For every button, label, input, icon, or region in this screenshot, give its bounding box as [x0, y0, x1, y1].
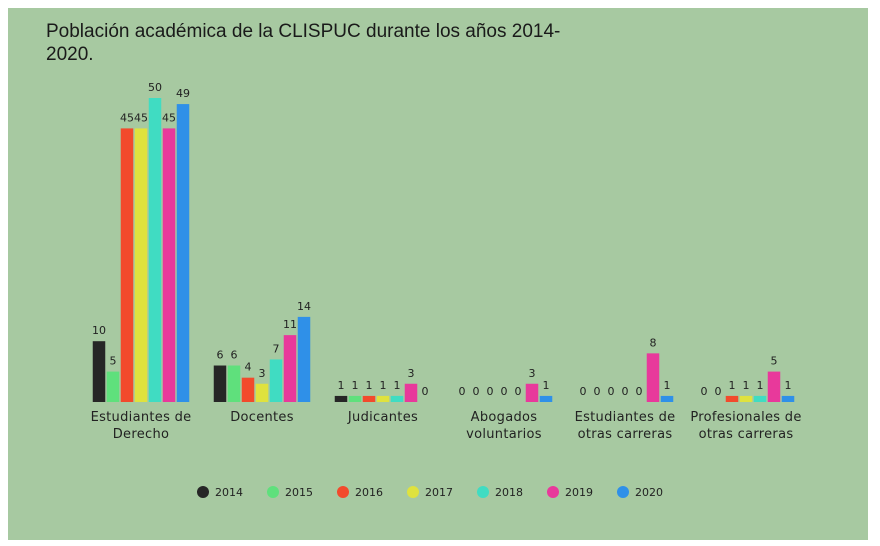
x-tick-label: Estudiantes de otras carreras — [574, 410, 676, 442]
bar — [390, 395, 404, 402]
value-label: 0 — [580, 385, 587, 398]
value-label: 0 — [515, 385, 522, 398]
x-tick-label: Abogados voluntarios — [466, 410, 542, 442]
legend-swatch — [617, 486, 629, 498]
value-label: 0 — [594, 385, 601, 398]
x-tick-label: Estudiantes de Derecho — [90, 410, 192, 442]
value-label: 1 — [743, 379, 750, 392]
value-label: 3 — [259, 367, 266, 380]
value-label: 10 — [92, 324, 106, 337]
value-label: 0 — [622, 385, 629, 398]
value-label: 50 — [148, 81, 162, 94]
legend-label: 2015 — [285, 486, 313, 499]
bar — [255, 383, 269, 402]
value-label: 3 — [408, 367, 415, 380]
bar — [376, 395, 390, 402]
value-label: 1 — [352, 379, 359, 392]
value-label: 8 — [650, 336, 657, 349]
legend-label: 2016 — [355, 486, 383, 499]
bar — [213, 365, 227, 402]
value-label: 45 — [162, 111, 176, 124]
legend-swatch — [407, 486, 419, 498]
bar — [767, 371, 781, 402]
value-label: 0 — [636, 385, 643, 398]
value-label: 0 — [459, 385, 466, 398]
bar — [227, 365, 241, 402]
value-label: 1 — [338, 379, 345, 392]
value-label: 6 — [231, 349, 238, 362]
bar — [725, 395, 739, 402]
legend-swatch — [477, 486, 489, 498]
value-label: 5 — [110, 355, 117, 368]
value-label: 4 — [245, 361, 252, 374]
x-tick-label: Profesionales de otras carreras — [690, 410, 802, 442]
x-tick-label: Judicantes — [347, 410, 419, 425]
bar — [362, 395, 376, 402]
legend-label: 2020 — [635, 486, 663, 499]
legend-swatch — [197, 486, 209, 498]
bar — [120, 128, 134, 402]
bar — [269, 359, 283, 402]
legend-label: 2014 — [215, 486, 243, 499]
bar — [134, 128, 148, 402]
value-label: 5 — [771, 355, 778, 368]
value-label: 0 — [487, 385, 494, 398]
bar — [539, 395, 553, 402]
bar — [753, 395, 767, 402]
value-label: 1 — [543, 379, 550, 392]
bar — [348, 395, 362, 402]
value-label: 6 — [217, 349, 224, 362]
bar — [283, 335, 297, 402]
bar — [404, 383, 418, 402]
legend-label: 2019 — [565, 486, 593, 499]
value-label: 0 — [501, 385, 508, 398]
legend-label: 2018 — [495, 486, 523, 499]
bar — [646, 353, 660, 402]
bar — [241, 377, 255, 402]
value-label: 1 — [664, 379, 671, 392]
value-label: 45 — [120, 111, 134, 124]
bar — [92, 341, 106, 402]
value-label: 49 — [176, 87, 190, 100]
value-label: 3 — [529, 367, 536, 380]
value-label: 45 — [134, 111, 148, 124]
value-label: 14 — [297, 300, 311, 313]
x-tick-label: Docentes — [230, 410, 294, 425]
value-label: 0 — [701, 385, 708, 398]
legend-label: 2017 — [425, 486, 453, 499]
bar — [781, 395, 795, 402]
value-label: 0 — [715, 385, 722, 398]
value-label: 1 — [394, 379, 401, 392]
bar — [176, 104, 190, 402]
value-label: 0 — [422, 385, 429, 398]
bar — [739, 395, 753, 402]
chart-title: Población académica de la CLISPUC durant… — [46, 21, 561, 65]
value-label: 1 — [366, 379, 373, 392]
value-label: 1 — [729, 379, 736, 392]
legend-swatch — [267, 486, 279, 498]
bar — [297, 316, 311, 402]
value-label: 0 — [473, 385, 480, 398]
legend-swatch — [337, 486, 349, 498]
value-label: 11 — [283, 318, 297, 331]
bar — [106, 371, 120, 402]
value-label: 1 — [757, 379, 764, 392]
legend-swatch — [547, 486, 559, 498]
value-label: 0 — [608, 385, 615, 398]
bar — [525, 383, 539, 402]
bar — [660, 395, 674, 402]
bar — [148, 98, 162, 402]
value-label: 1 — [785, 379, 792, 392]
bar — [334, 395, 348, 402]
bar — [162, 128, 176, 402]
value-label: 7 — [273, 342, 280, 355]
value-label: 1 — [380, 379, 387, 392]
